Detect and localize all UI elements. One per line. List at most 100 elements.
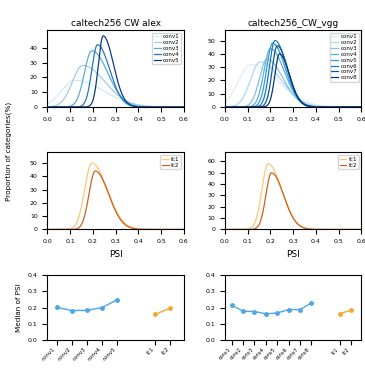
conv2 — [359, 105, 364, 109]
fc2 — [247, 227, 251, 232]
conv6 — [314, 105, 318, 109]
fc1 — [266, 162, 270, 166]
conv4 — [45, 105, 50, 109]
conv7 — [247, 105, 251, 109]
fc1 — [80, 199, 85, 203]
fc2 — [126, 224, 130, 229]
conv5 — [69, 105, 74, 109]
Line: conv4: conv4 — [225, 49, 361, 107]
conv4 — [126, 102, 130, 107]
fc1 — [126, 223, 130, 228]
conv5 — [101, 34, 105, 38]
conv2 — [326, 104, 330, 109]
conv1 — [249, 62, 253, 67]
conv5 — [359, 105, 364, 109]
conv3 — [285, 83, 289, 87]
conv3 — [265, 57, 269, 61]
conv5 — [326, 105, 330, 109]
X-axis label: PSI: PSI — [109, 250, 123, 259]
conv4 — [69, 105, 74, 109]
Line: conv4: conv4 — [47, 45, 184, 107]
fc2 — [107, 194, 112, 199]
conv3 — [314, 104, 318, 109]
conv1 — [247, 63, 251, 67]
Line: conv5: conv5 — [225, 43, 361, 107]
conv5 — [223, 105, 227, 109]
conv2 — [107, 85, 112, 89]
conv5 — [314, 105, 318, 109]
conv7 — [223, 105, 227, 109]
conv2 — [137, 103, 141, 107]
Line: conv1: conv1 — [225, 64, 361, 107]
fc1 — [223, 227, 227, 232]
conv8 — [247, 105, 251, 109]
conv7 — [326, 105, 330, 109]
conv3 — [359, 105, 364, 109]
conv3 — [223, 105, 227, 109]
fc2 — [45, 227, 50, 232]
conv1 — [126, 100, 130, 104]
fc2 — [269, 171, 274, 175]
conv1 — [303, 99, 308, 104]
conv1 — [326, 104, 330, 108]
conv1 — [314, 102, 318, 107]
Title: caltech256 CW alex: caltech256 CW alex — [70, 19, 161, 28]
fc2 — [93, 169, 97, 173]
conv4 — [247, 104, 251, 109]
X-axis label: PSI: PSI — [286, 250, 300, 259]
fc1 — [303, 226, 308, 230]
fc2 — [303, 226, 308, 231]
conv1 — [45, 101, 50, 106]
conv8 — [258, 105, 262, 109]
conv2 — [223, 105, 227, 109]
conv8 — [223, 105, 227, 109]
conv3 — [326, 105, 330, 109]
conv1 — [285, 87, 289, 92]
Y-axis label: Median of PSI: Median of PSI — [16, 283, 22, 332]
conv4 — [258, 89, 262, 93]
conv4 — [314, 104, 318, 109]
conv3 — [148, 105, 153, 109]
Legend: fc1, fc2: fc1, fc2 — [161, 155, 181, 169]
fc1 — [359, 227, 364, 232]
fc2 — [223, 227, 227, 232]
fc1 — [326, 227, 330, 232]
conv3 — [107, 74, 112, 79]
conv7 — [275, 44, 280, 48]
conv2 — [285, 85, 289, 90]
fc2 — [285, 202, 289, 206]
Line: conv7: conv7 — [225, 46, 361, 107]
conv4 — [137, 105, 141, 109]
conv3 — [247, 102, 251, 107]
Line: conv3: conv3 — [225, 59, 361, 107]
conv6 — [303, 102, 308, 107]
Legend: fc1, fc2: fc1, fc2 — [338, 155, 358, 169]
conv1 — [73, 78, 77, 83]
conv3 — [69, 103, 74, 108]
conv8 — [285, 65, 289, 69]
fc1 — [314, 227, 318, 232]
conv8 — [326, 105, 330, 109]
Line: conv2: conv2 — [225, 62, 361, 107]
conv1 — [81, 79, 85, 83]
conv5 — [137, 105, 141, 109]
conv6 — [285, 65, 289, 70]
conv3 — [126, 101, 130, 105]
conv5 — [45, 105, 50, 109]
Line: conv2: conv2 — [47, 65, 184, 107]
conv2 — [69, 82, 74, 86]
Line: fc2: fc2 — [47, 171, 184, 229]
fc2 — [258, 220, 262, 225]
conv1 — [359, 105, 364, 109]
Line: conv1: conv1 — [47, 80, 184, 107]
fc1 — [45, 227, 50, 232]
fc1 — [107, 193, 112, 197]
conv7 — [303, 103, 308, 107]
conv3 — [45, 105, 50, 109]
conv4 — [182, 105, 186, 109]
Line: conv8: conv8 — [225, 54, 361, 107]
conv1 — [182, 105, 186, 109]
conv8 — [359, 105, 364, 109]
Line: conv6: conv6 — [225, 40, 361, 107]
conv3 — [258, 74, 262, 79]
